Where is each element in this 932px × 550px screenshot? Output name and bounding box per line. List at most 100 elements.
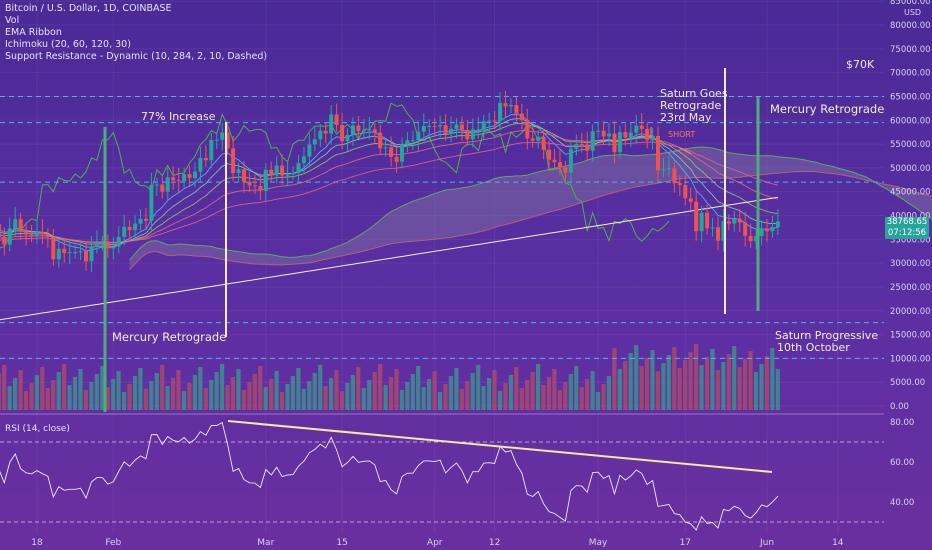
candle-body bbox=[661, 169, 666, 171]
volume-bar bbox=[7, 386, 12, 410]
volume-bar bbox=[171, 378, 176, 410]
candle-body bbox=[345, 135, 350, 142]
volume-bar bbox=[683, 360, 688, 410]
candle-body bbox=[138, 218, 143, 224]
candle-body bbox=[672, 168, 677, 184]
candle-body bbox=[536, 136, 541, 141]
volume-bar bbox=[296, 368, 301, 410]
axes: 85000.00 80000.00 75000.00 70000.00 65000.00… bbox=[31, 0, 930, 548]
volume-bar bbox=[623, 361, 628, 410]
volume-bar bbox=[465, 381, 470, 410]
volume-bar bbox=[154, 373, 159, 410]
candle-body bbox=[449, 128, 453, 134]
volume-bar bbox=[198, 367, 203, 410]
symbol-line: Bitcoin / U.S. Dollar, 1D, COINBASE bbox=[5, 3, 172, 14]
volume-bar bbox=[62, 364, 67, 410]
candle-body bbox=[487, 120, 492, 122]
candle-body bbox=[590, 131, 595, 151]
rsi-label: RSI (14, close) bbox=[5, 424, 70, 434]
volume-bar bbox=[203, 388, 208, 410]
volume-bar bbox=[367, 380, 372, 410]
candle-body bbox=[29, 234, 34, 236]
volume-bar bbox=[661, 363, 666, 410]
annotation-saturn-goes-1: Saturn Goes bbox=[660, 87, 728, 100]
candle-body bbox=[78, 251, 83, 253]
candle-body bbox=[280, 165, 285, 176]
candle-body bbox=[394, 156, 399, 162]
candle-body bbox=[187, 174, 192, 178]
volume-bar bbox=[617, 369, 622, 410]
volume-bar bbox=[334, 370, 339, 410]
candle-body bbox=[225, 132, 230, 149]
candle-body bbox=[481, 121, 486, 130]
volume-bar bbox=[329, 378, 334, 410]
volume-bar bbox=[644, 358, 650, 410]
volume-bar bbox=[666, 355, 671, 410]
candles bbox=[0, 90, 780, 273]
candle-body bbox=[650, 136, 655, 141]
time-tick-label: 14 bbox=[832, 538, 844, 548]
price-tick-label: 0.00 bbox=[890, 402, 909, 412]
volume-bar bbox=[655, 371, 660, 410]
candle-body bbox=[732, 218, 737, 224]
volume-bar bbox=[122, 392, 127, 410]
time-tick-label: 12 bbox=[489, 538, 500, 548]
indicator-support-resistance: Support Resistance - Dynamic (10, 284, 2… bbox=[5, 51, 268, 62]
candle-body bbox=[144, 218, 148, 221]
volume-bar bbox=[160, 365, 165, 410]
candle-body bbox=[269, 169, 274, 176]
candle-body bbox=[737, 218, 742, 223]
volume-bar bbox=[737, 367, 742, 410]
candle-body bbox=[552, 159, 557, 163]
candle-body bbox=[770, 226, 775, 232]
volume-bar bbox=[220, 364, 225, 410]
volume-bar bbox=[176, 370, 181, 410]
candle-body bbox=[688, 198, 693, 202]
candle-body bbox=[67, 252, 72, 254]
candle-body bbox=[13, 219, 18, 229]
volume-bar bbox=[187, 383, 192, 410]
volume-bar bbox=[704, 357, 710, 410]
candle-body bbox=[530, 138, 535, 141]
indicator-ichimoku: Ichimoku (20, 60, 120, 30) bbox=[5, 39, 131, 50]
cloud-span-b bbox=[129, 170, 932, 271]
candle-body bbox=[356, 125, 361, 132]
candle-body bbox=[94, 242, 99, 247]
volume-bar bbox=[775, 369, 780, 410]
volume-bar bbox=[345, 383, 350, 410]
volume-bar bbox=[279, 392, 285, 410]
resistance-levels bbox=[0, 95, 884, 359]
cloud-span-a bbox=[129, 146, 932, 261]
volume-bar bbox=[481, 386, 486, 410]
volume-bar bbox=[100, 366, 105, 410]
candle-body bbox=[318, 130, 323, 140]
annotation-saturn-prog-1: Saturn Progressive bbox=[775, 329, 878, 342]
volume-bar bbox=[383, 385, 388, 410]
candle-body bbox=[285, 173, 290, 176]
volume-bar bbox=[568, 374, 573, 410]
price-tag-last: 38768.65 bbox=[885, 217, 929, 228]
price-tick-label: 25000.00 bbox=[890, 283, 931, 293]
rsi-tick-label: 40.00 bbox=[890, 498, 914, 508]
volume-bar bbox=[508, 375, 513, 410]
volume-bar bbox=[557, 390, 562, 410]
rsi-tick-label: 80.00 bbox=[890, 418, 914, 428]
candle-body bbox=[421, 126, 426, 132]
candle-body bbox=[258, 186, 263, 191]
volume-bar bbox=[274, 371, 279, 410]
price-tick-label: 10000.00 bbox=[890, 354, 931, 364]
volume-bar bbox=[612, 348, 617, 410]
volume-bar bbox=[78, 369, 83, 410]
candle-body bbox=[759, 228, 764, 236]
volume-bar bbox=[149, 381, 154, 410]
candle-body bbox=[133, 223, 138, 231]
volume-bar bbox=[394, 369, 399, 410]
candle-body bbox=[247, 181, 252, 186]
volume-bar bbox=[585, 379, 590, 410]
candle-body bbox=[263, 169, 268, 191]
volume-bar bbox=[699, 365, 704, 410]
volume-bar bbox=[40, 367, 45, 410]
volume-bar bbox=[116, 371, 121, 410]
price-tick-label: 30000.00 bbox=[890, 259, 931, 269]
candle-body bbox=[2, 236, 7, 245]
